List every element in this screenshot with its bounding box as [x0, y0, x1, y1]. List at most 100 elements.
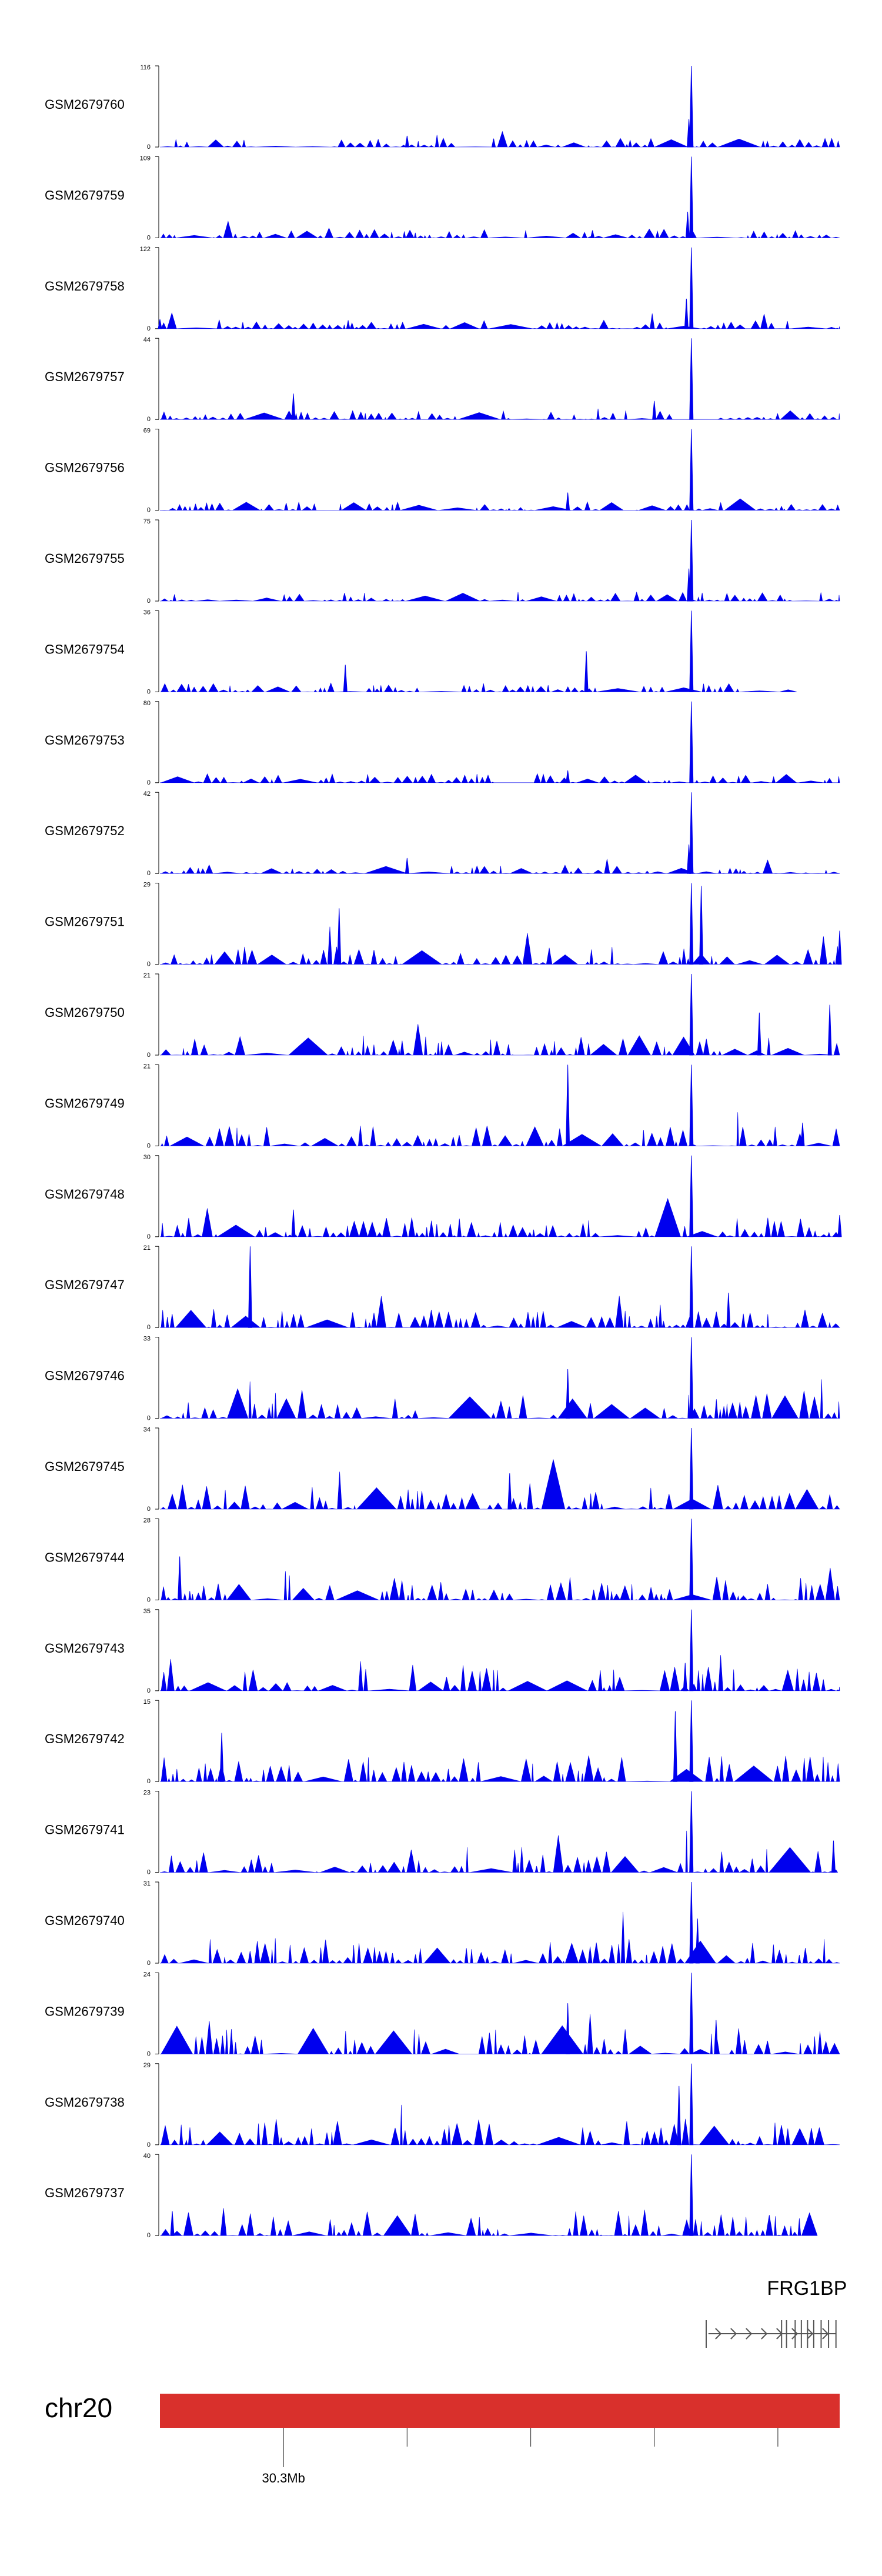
- y-min-label: 0: [147, 2232, 151, 2239]
- y-max-label: 21: [143, 1063, 151, 1070]
- y-min-label: 0: [147, 598, 151, 605]
- coverage-area: [160, 1911, 840, 1964]
- y-min-label: 0: [147, 1506, 151, 1513]
- sample-label: GSM2679744: [45, 1550, 125, 1564]
- y-max-label: 40: [143, 2153, 151, 2160]
- y-max-label: 31: [143, 1880, 151, 1887]
- sample-label: GSM2679754: [45, 642, 125, 656]
- y-min-label: 0: [147, 1596, 151, 1603]
- coverage-peak: [689, 1427, 694, 1510]
- strand-arrow: [746, 2328, 753, 2340]
- coverage-peak: [689, 338, 694, 420]
- coverage-area: [160, 1112, 840, 1146]
- coverage-peak: [757, 1012, 761, 1056]
- y-max-label: 44: [143, 336, 151, 343]
- strand-arrow: [791, 2328, 799, 2340]
- coverage-peak: [405, 857, 409, 874]
- coverage-peak: [689, 1973, 694, 2054]
- y-min-label: 0: [147, 961, 151, 968]
- coverage-peak: [695, 1918, 700, 1964]
- coverage-peak: [566, 2003, 570, 2054]
- coverage-area: [160, 312, 840, 329]
- coverage-area: [160, 682, 797, 692]
- coverage-peak: [566, 770, 570, 783]
- y-min-label: 0: [147, 416, 151, 423]
- y-min-label: 0: [147, 1233, 151, 1240]
- coverage-peak: [178, 1556, 182, 1600]
- y-min-label: 0: [147, 870, 151, 877]
- coverage-peak: [507, 1473, 512, 1510]
- y-max-label: 21: [143, 972, 151, 979]
- y-max-label: 69: [143, 428, 151, 435]
- coverage-area: [160, 221, 840, 238]
- coverage-peak: [337, 908, 342, 965]
- coverage-peak: [566, 492, 570, 511]
- coverage-peak: [689, 792, 694, 874]
- y-min-label: 0: [147, 1687, 151, 1694]
- y-min-label: 0: [147, 507, 151, 514]
- coverage-peak: [726, 1293, 731, 1328]
- coverage-peak: [689, 519, 694, 602]
- coverage-area: [160, 1296, 840, 1328]
- sample-label: GSM2679755: [45, 551, 125, 566]
- sample-label: GSM2679751: [45, 915, 125, 929]
- coverage-peak: [689, 2154, 694, 2236]
- y-min-label: 0: [147, 1415, 151, 1422]
- strand-arrow: [822, 2328, 829, 2340]
- y-max-label: 42: [143, 790, 151, 798]
- sample-label: GSM2679742: [45, 1731, 125, 1746]
- coverage-peak: [689, 1155, 694, 1237]
- coverage-peak: [684, 298, 689, 329]
- sample-label: GSM2679758: [45, 279, 125, 293]
- sample-label: GSM2679752: [45, 823, 125, 838]
- coverage-peak: [291, 1209, 296, 1237]
- coverage-peak: [343, 665, 348, 692]
- y-min-label: 0: [147, 1778, 151, 1785]
- coverage-peak: [673, 1711, 677, 1782]
- sample-label: GSM2679748: [45, 1187, 125, 1202]
- coverage-peak: [685, 212, 690, 238]
- y-max-label: 21: [143, 1244, 151, 1252]
- y-min-label: 0: [147, 2050, 151, 2057]
- strand-arrow: [807, 2328, 814, 2340]
- y-min-label: 0: [147, 2141, 151, 2148]
- coverage-area: [160, 2014, 840, 2054]
- coverage-peak: [689, 1700, 694, 1782]
- coverage-peak: [689, 65, 694, 148]
- y-min-label: 0: [147, 1869, 151, 1876]
- y-max-label: 109: [140, 155, 151, 162]
- sample-label: GSM2679738: [45, 2095, 125, 2110]
- sample-label: GSM2679746: [45, 1369, 125, 1383]
- y-min-label: 0: [147, 1142, 151, 1149]
- sample-label: GSM2679759: [45, 188, 125, 202]
- axis-tick-label: 30.3Mb: [262, 2471, 305, 2485]
- coverage-peak: [689, 973, 694, 1056]
- sample-label: GSM2679740: [45, 1913, 125, 1928]
- y-max-label: 122: [140, 246, 151, 253]
- coverage-peak: [831, 1840, 836, 1873]
- y-max-label: 29: [143, 2062, 151, 2069]
- y-min-label: 0: [147, 325, 151, 332]
- coverage-peak: [689, 1519, 694, 1600]
- y-max-label: 75: [143, 518, 151, 525]
- coverage-area: [160, 926, 840, 965]
- coverage-peak: [590, 230, 595, 238]
- y-max-label: 116: [140, 64, 151, 71]
- sample-label: GSM2679745: [45, 1459, 125, 1474]
- sample-label: GSM2679753: [45, 733, 125, 748]
- coverage-peak: [687, 568, 691, 602]
- strand-arrow: [715, 2328, 722, 2340]
- coverage-peak: [837, 930, 842, 965]
- y-min-label: 0: [147, 1324, 151, 1331]
- strand-arrow: [761, 2328, 768, 2340]
- coverage-area: [160, 591, 840, 602]
- coverage-peak: [652, 401, 657, 420]
- sample-label: GSM2679757: [45, 369, 125, 384]
- chromosome-band: [160, 2394, 840, 2428]
- coverage-peak: [689, 883, 694, 965]
- coverage-peak: [689, 247, 694, 329]
- y-max-label: 35: [143, 1608, 151, 1615]
- coverage-area: [160, 1379, 840, 1419]
- coverage-peak: [566, 1369, 570, 1419]
